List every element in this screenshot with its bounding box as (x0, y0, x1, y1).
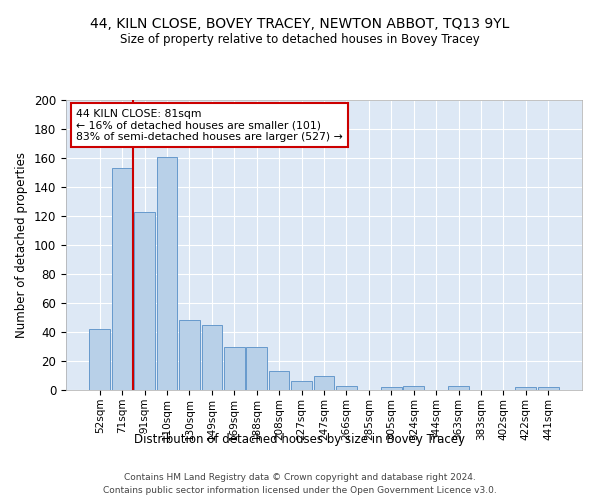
Text: Size of property relative to detached houses in Bovey Tracey: Size of property relative to detached ho… (120, 32, 480, 46)
Bar (448, 386, 469, 390)
Text: Distribution of detached houses by size in Bovey Tracey: Distribution of detached houses by size … (134, 432, 466, 446)
Bar (202, 325, 222, 390)
Text: Contains public sector information licensed under the Open Government Licence v3: Contains public sector information licen… (103, 486, 497, 495)
Bar (403, 386, 424, 390)
Text: 44, KILN CLOSE, BOVEY TRACEY, NEWTON ABBOT, TQ13 9YL: 44, KILN CLOSE, BOVEY TRACEY, NEWTON ABB… (91, 18, 509, 32)
Bar (112, 168, 133, 390)
Bar (538, 387, 559, 390)
Bar (134, 212, 155, 390)
Bar (314, 376, 334, 390)
Bar (89, 329, 110, 390)
Bar (291, 382, 312, 390)
Bar (179, 320, 200, 390)
Bar (336, 386, 357, 390)
Bar (224, 346, 245, 390)
Bar (381, 387, 401, 390)
Bar (157, 156, 178, 390)
Bar (247, 346, 267, 390)
Text: Contains HM Land Registry data © Crown copyright and database right 2024.: Contains HM Land Registry data © Crown c… (124, 472, 476, 482)
Y-axis label: Number of detached properties: Number of detached properties (16, 152, 28, 338)
Text: 44 KILN CLOSE: 81sqm
← 16% of detached houses are smaller (101)
83% of semi-deta: 44 KILN CLOSE: 81sqm ← 16% of detached h… (76, 108, 343, 142)
Bar (269, 371, 289, 390)
Bar (515, 387, 536, 390)
